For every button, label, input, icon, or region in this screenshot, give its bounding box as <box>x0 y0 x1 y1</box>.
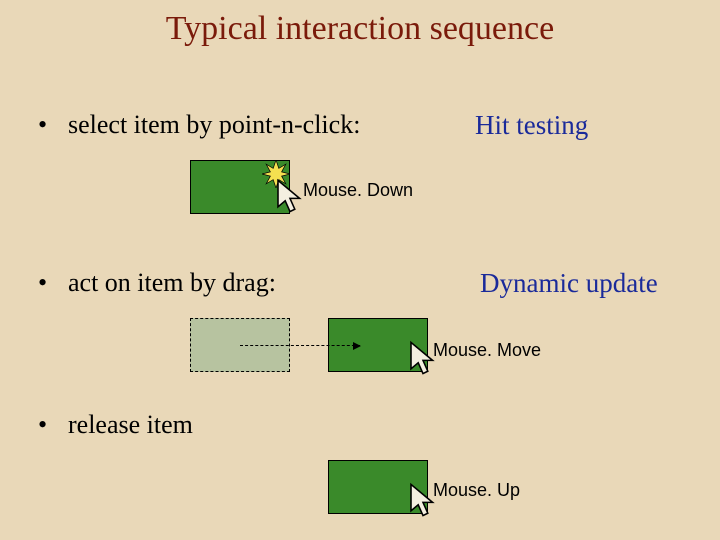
bullet-text-2: act on item by drag: <box>68 268 276 298</box>
bullet-marker: • <box>30 410 68 440</box>
event-text-2: Mouse. Move <box>433 340 541 360</box>
bullet-row-3: • release item <box>30 410 193 440</box>
event-text-3: Mouse. Up <box>433 480 520 500</box>
event-label-mouseup: Mouse. Up <box>433 480 520 501</box>
right-label-text-1: Hit testing <box>475 110 588 140</box>
slide-title-text: Typical interaction sequence <box>166 10 554 47</box>
right-label-hit-testing: Hit testing <box>475 110 588 141</box>
event-text-1: Mouse. Down <box>303 180 413 200</box>
right-label-dynamic-update: Dynamic update <box>480 268 658 299</box>
slide-title: Typical interaction sequence <box>0 10 720 48</box>
event-label-mousedown: Mouse. Down <box>303 180 413 201</box>
bullet-row-1: • select item by point-n-click: <box>30 110 360 140</box>
cursor-icon <box>275 178 305 214</box>
bullet-marker: • <box>30 110 68 140</box>
bullet-text-1: select item by point-n-click: <box>68 110 360 140</box>
bullet-marker: • <box>30 268 68 298</box>
right-label-text-2: Dynamic update <box>480 268 658 298</box>
drag-arrow <box>240 345 360 346</box>
event-label-mousemove: Mouse. Move <box>433 340 541 361</box>
bullet-row-2: • act on item by drag: <box>30 268 276 298</box>
slide: Typical interaction sequence • select it… <box>0 0 720 540</box>
bullet-text-3: release item <box>68 410 193 440</box>
